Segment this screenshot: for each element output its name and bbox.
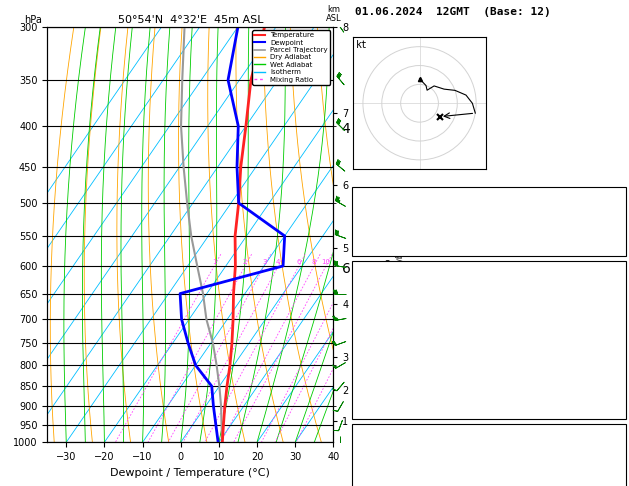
Text: θₑ(K): θₑ(K)	[360, 337, 391, 347]
Text: Surface: Surface	[467, 271, 511, 280]
Text: km
ASL: km ASL	[326, 4, 341, 22]
Bar	[352, 424, 626, 486]
Text: CIN (J): CIN (J)	[360, 404, 404, 414]
Text: 18: 18	[605, 404, 618, 414]
Legend: Temperature, Dewpoint, Parcel Trajectory, Dry Adiabat, Wet Adiabat, Isotherm, Mi: Temperature, Dewpoint, Parcel Trajectory…	[252, 30, 330, 85]
Text: 46: 46	[605, 219, 618, 229]
Y-axis label: Mixing Ratio (g/kg): Mixing Ratio (g/kg)	[394, 195, 403, 274]
Text: 1007: 1007	[593, 455, 618, 466]
Text: Lifted Index: Lifted Index	[360, 359, 435, 369]
Text: Temp (°C): Temp (°C)	[360, 293, 416, 303]
Text: 3: 3	[611, 359, 618, 369]
Text: Dewp (°C): Dewp (°C)	[360, 315, 416, 325]
Text: 6: 6	[296, 259, 301, 265]
Text: 8: 8	[311, 259, 316, 265]
Text: 2: 2	[243, 259, 247, 265]
Text: 304: 304	[599, 478, 618, 486]
Text: 01.06.2024  12GMT  (Base: 12): 01.06.2024 12GMT (Base: 12)	[355, 7, 551, 17]
Text: 1.58: 1.58	[593, 241, 618, 251]
Text: 10: 10	[321, 259, 330, 265]
Text: © weatheronline.co.uk: © weatheronline.co.uk	[360, 473, 484, 483]
Text: 9.8: 9.8	[599, 315, 618, 325]
Text: 304: 304	[599, 337, 618, 347]
Text: Most Unstable: Most Unstable	[448, 434, 530, 443]
X-axis label: Dewpoint / Temperature (°C): Dewpoint / Temperature (°C)	[110, 468, 270, 478]
Title: 50°54'N  4°32'E  45m ASL: 50°54'N 4°32'E 45m ASL	[118, 15, 263, 25]
Text: 46: 46	[605, 382, 618, 392]
Bar	[352, 261, 626, 419]
Text: Pressure (mb): Pressure (mb)	[360, 455, 442, 466]
Text: PW (cm): PW (cm)	[360, 241, 404, 251]
Text: 21: 21	[605, 196, 618, 207]
Text: 4: 4	[276, 259, 281, 265]
Text: K: K	[360, 196, 367, 207]
Text: CAPE (J): CAPE (J)	[360, 382, 410, 392]
Text: Totals Totals: Totals Totals	[360, 219, 442, 229]
Text: θₑ (K): θₑ (K)	[360, 478, 398, 486]
Bar	[352, 187, 626, 257]
Text: 3: 3	[262, 259, 267, 265]
Text: kt: kt	[356, 40, 368, 50]
Text: 1: 1	[212, 259, 216, 265]
Text: 10.9: 10.9	[593, 293, 618, 303]
Text: hPa: hPa	[25, 15, 42, 25]
